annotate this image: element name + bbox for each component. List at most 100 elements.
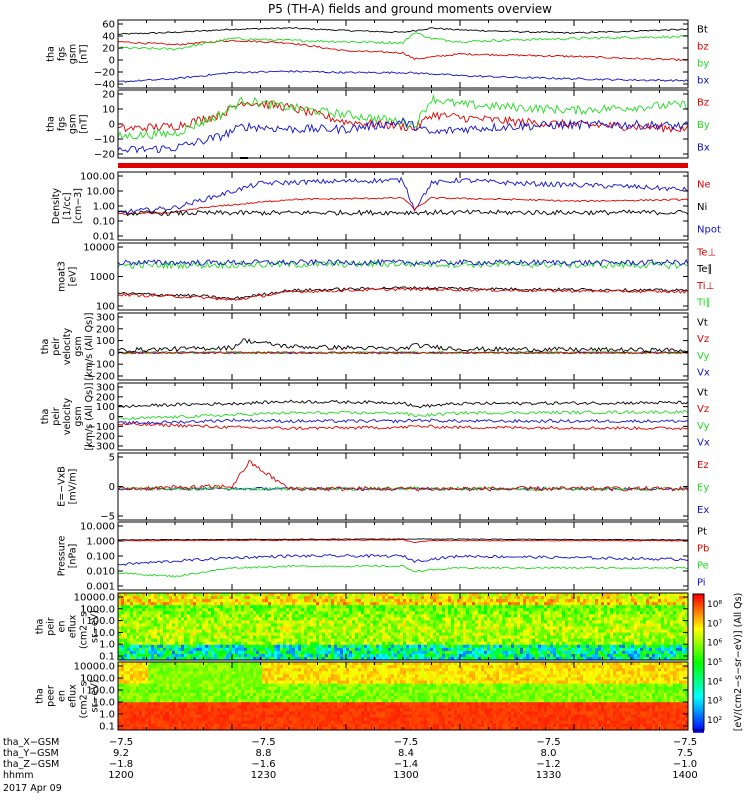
spectrogram-cell <box>358 599 362 603</box>
spectrogram-cell <box>469 626 473 630</box>
spectrogram-cell <box>481 605 485 609</box>
spectrogram-cell <box>358 608 362 612</box>
spectrogram-cell <box>664 611 668 615</box>
spectrogram-cell <box>580 629 584 633</box>
spectrogram-cell <box>583 626 587 630</box>
spectrogram-cell <box>478 626 482 630</box>
spectrogram-cell <box>478 623 482 627</box>
spectrogram-cell <box>280 614 284 618</box>
spectrogram-cell <box>334 641 338 646</box>
spectrogram-cell <box>238 644 242 649</box>
spectrogram-cell <box>403 638 407 643</box>
spectrogram-cell <box>151 653 155 658</box>
spectrogram-cell <box>433 641 437 646</box>
spectrogram-cell <box>676 623 680 627</box>
spectrogram-cell <box>586 629 590 633</box>
spectrogram-cell <box>652 620 656 624</box>
spectrogram-cell <box>211 635 215 640</box>
spectrogram-cell <box>166 632 170 637</box>
spectrogram-cell <box>244 626 248 630</box>
spectrogram-cell <box>517 605 521 609</box>
spectrogram-cell <box>352 605 356 609</box>
spectrogram-cell <box>151 614 155 618</box>
spectrogram-cell <box>577 611 581 615</box>
legend-entry: by <box>697 59 709 70</box>
spectrogram-cell <box>538 644 542 649</box>
spectrogram-cell <box>457 629 461 633</box>
spectrogram-cell <box>388 605 392 609</box>
spectrogram-cell <box>256 644 260 649</box>
spectrogram-cell <box>445 602 449 606</box>
spectrogram-cell <box>187 614 191 618</box>
spectrogram-cell <box>595 611 599 615</box>
spectrogram-cell <box>532 632 536 637</box>
spectrogram-cell <box>481 650 485 655</box>
spectrogram-cell <box>577 641 581 646</box>
spectrogram-cell <box>391 632 395 637</box>
spectrogram-cell <box>625 650 629 655</box>
spectrogram-cell <box>574 599 578 603</box>
spectrogram-cell <box>535 623 539 627</box>
spectrogram-cell <box>202 632 206 637</box>
spectrogram-cell <box>661 656 665 661</box>
spectrogram-cell <box>544 641 548 646</box>
spectrogram-cell <box>244 632 248 637</box>
spectrogram-cell <box>319 602 323 606</box>
spectrogram-cell <box>394 626 398 630</box>
spectrogram-cell <box>463 653 467 658</box>
spectrogram-cell <box>379 635 383 640</box>
spectrogram-cell <box>412 593 416 597</box>
spectrogram-cell <box>388 602 392 606</box>
spectrogram-cell <box>244 599 248 603</box>
spectrogram-cell <box>430 635 434 640</box>
spectrogram-cell <box>673 638 677 643</box>
spectrogram-cell <box>472 599 476 603</box>
spectrogram-cell <box>550 599 554 603</box>
spectrogram-cell <box>190 608 194 612</box>
spectrogram-cell <box>226 635 230 640</box>
spectrogram-cell <box>154 653 158 658</box>
spectrogram-cell <box>565 644 569 649</box>
spectrogram-cell <box>490 653 494 658</box>
spectrogram-cell <box>337 599 341 603</box>
spectrogram-cell <box>235 653 239 658</box>
spectrogram-cell <box>202 650 206 655</box>
spectrogram-cell <box>472 614 476 618</box>
spectrogram-cell <box>667 656 671 661</box>
spectrogram-cell <box>517 602 521 606</box>
spectrogram-cell <box>325 617 329 621</box>
spectrogram-cell <box>523 614 527 618</box>
spectrogram-cell <box>523 617 527 621</box>
spectrogram-cell <box>367 656 371 661</box>
spectrogram-cell <box>475 638 479 643</box>
spectrogram-cell <box>430 614 434 618</box>
spectrogram-cell <box>232 647 236 652</box>
spectrogram-cell <box>352 626 356 630</box>
spectrogram-cell <box>397 617 401 621</box>
spectrogram-cell <box>403 620 407 624</box>
spectrogram-cell <box>373 602 377 606</box>
spectrogram-cell <box>670 614 674 618</box>
spectrogram-cell <box>334 644 338 649</box>
spectrogram-cell <box>583 644 587 649</box>
spectrogram-cell <box>682 611 686 615</box>
spectrogram-cell <box>124 699 128 703</box>
spectrogram-cell <box>625 647 629 652</box>
spectrogram-cell <box>253 602 257 606</box>
spectrogram-cell <box>577 626 581 630</box>
spectrogram-cell <box>610 602 614 606</box>
spectrogram-cell <box>196 605 200 609</box>
spectrogram-cell <box>325 596 329 600</box>
spectrogram-cell <box>265 620 269 624</box>
spectrogram-cell <box>352 620 356 624</box>
spectrogram-cell <box>661 638 665 643</box>
spectrogram-cell <box>214 608 218 612</box>
spectrogram-cell <box>601 605 605 609</box>
spectrogram-cell <box>622 623 626 627</box>
spectrogram-cell <box>532 602 536 606</box>
spectrogram-cell <box>553 623 557 627</box>
spectrogram-cell <box>124 677 128 681</box>
spectrogram-cell <box>358 644 362 649</box>
spectrogram-cell <box>127 596 131 600</box>
spectrogram-cell <box>553 638 557 643</box>
